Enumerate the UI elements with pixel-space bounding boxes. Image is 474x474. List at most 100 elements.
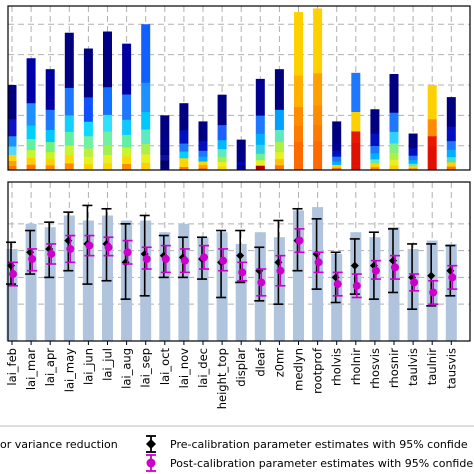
bar-medlyn [294, 12, 303, 171]
bar-segment [313, 124, 323, 142]
post-marker [161, 254, 170, 263]
bar-segment [408, 133, 418, 149]
post-marker [142, 254, 151, 263]
bar-height_top [217, 94, 227, 171]
bar-segment [122, 163, 132, 171]
bar-rholvis [332, 121, 342, 171]
bar-segment [198, 161, 208, 165]
bar-segment [103, 154, 112, 164]
bar-segment [141, 24, 151, 83]
bar-taulvis [408, 133, 418, 171]
bar-segment [313, 105, 323, 126]
post-marker [295, 236, 304, 245]
post-calibration-point [46, 243, 57, 265]
bar-segment [236, 164, 246, 167]
bar-segment [217, 156, 227, 163]
bar-segment [255, 159, 265, 166]
bar-segment [103, 163, 112, 171]
post-calibration-point [141, 246, 152, 270]
bar-segment [26, 125, 36, 140]
bar-segment [45, 151, 55, 160]
bar-segment [122, 134, 132, 148]
bar-segment [179, 151, 189, 159]
bar-segment [122, 147, 132, 157]
post-calibration-point [237, 261, 248, 282]
x-tick-label: lai_sep [139, 348, 153, 388]
post-marker [314, 258, 323, 267]
post-calibration-point [65, 234, 76, 264]
bar-lai_oct [160, 115, 170, 171]
bar-lai_mar [26, 58, 36, 171]
bar-segment [103, 31, 112, 88]
bar-taulnir [427, 84, 437, 171]
bar-segment [274, 109, 284, 130]
x-tick-label: lai_aug [120, 348, 134, 389]
prior-range-bar [445, 243, 457, 341]
post-marker [257, 278, 266, 287]
post-marker [429, 288, 438, 297]
bar-displar [236, 139, 246, 171]
bar-segment [179, 129, 189, 144]
bar-segment [83, 163, 93, 171]
bar-segment [64, 131, 74, 146]
bar-segment [160, 163, 170, 168]
bar-segment [351, 142, 361, 153]
bar-segment [408, 163, 418, 167]
x-tick-label: dleaf [253, 347, 267, 377]
x-tick-label: height_top [215, 348, 229, 409]
bar-segment [83, 148, 93, 157]
bar-segment [83, 48, 93, 98]
bar-segment [236, 151, 246, 159]
x-tick-label: lai_mar [24, 348, 38, 390]
bar-segment [64, 163, 74, 171]
bar-segment [408, 155, 418, 161]
post-marker [85, 241, 94, 250]
bar-segment [446, 161, 456, 167]
prior-range-bar [44, 227, 56, 341]
bar-segment [255, 115, 265, 134]
bar-segment [7, 135, 17, 147]
bar-segment [198, 167, 208, 171]
bar-segment [389, 74, 399, 113]
bar-segment [446, 156, 456, 163]
prior-range-bar [25, 223, 37, 341]
x-tick-label: lai_apr [43, 348, 57, 387]
bar-segment [313, 152, 323, 163]
bar-segment [7, 84, 17, 120]
pre-marker [350, 261, 359, 270]
bar-segment [198, 164, 208, 168]
bar-segment [236, 157, 246, 162]
post-calibration-point [390, 254, 400, 280]
bar-segment [255, 144, 265, 154]
bar-segment [389, 112, 399, 132]
bar-segment [389, 143, 399, 154]
post-marker [180, 256, 189, 265]
post-marker [448, 273, 457, 282]
bar-segment [408, 148, 418, 156]
post-calibration-point [103, 236, 114, 257]
bar-segment [332, 167, 342, 171]
bar-segment [64, 87, 74, 116]
post-calibration-point [428, 279, 439, 305]
bar-segment [446, 140, 456, 150]
bar-segment [351, 165, 361, 171]
bar-segment [427, 154, 437, 161]
bar-segment [83, 121, 93, 137]
bar-lai_jul [103, 31, 112, 171]
bar-segment [446, 166, 456, 171]
bar-segment [7, 165, 17, 171]
bar-segment [141, 162, 151, 171]
bar-segment [45, 164, 55, 171]
bar-rhosnir [389, 74, 399, 171]
bar-segment [64, 154, 74, 164]
post-marker [47, 249, 56, 258]
prior-range-bar [312, 207, 324, 341]
bar-segment [255, 78, 265, 116]
bar-segment [64, 115, 74, 132]
bar-segment [313, 161, 323, 171]
bar-segment [179, 166, 189, 171]
bar-segment [389, 159, 399, 166]
bar-segment [141, 129, 151, 145]
bar-segment [198, 150, 208, 157]
